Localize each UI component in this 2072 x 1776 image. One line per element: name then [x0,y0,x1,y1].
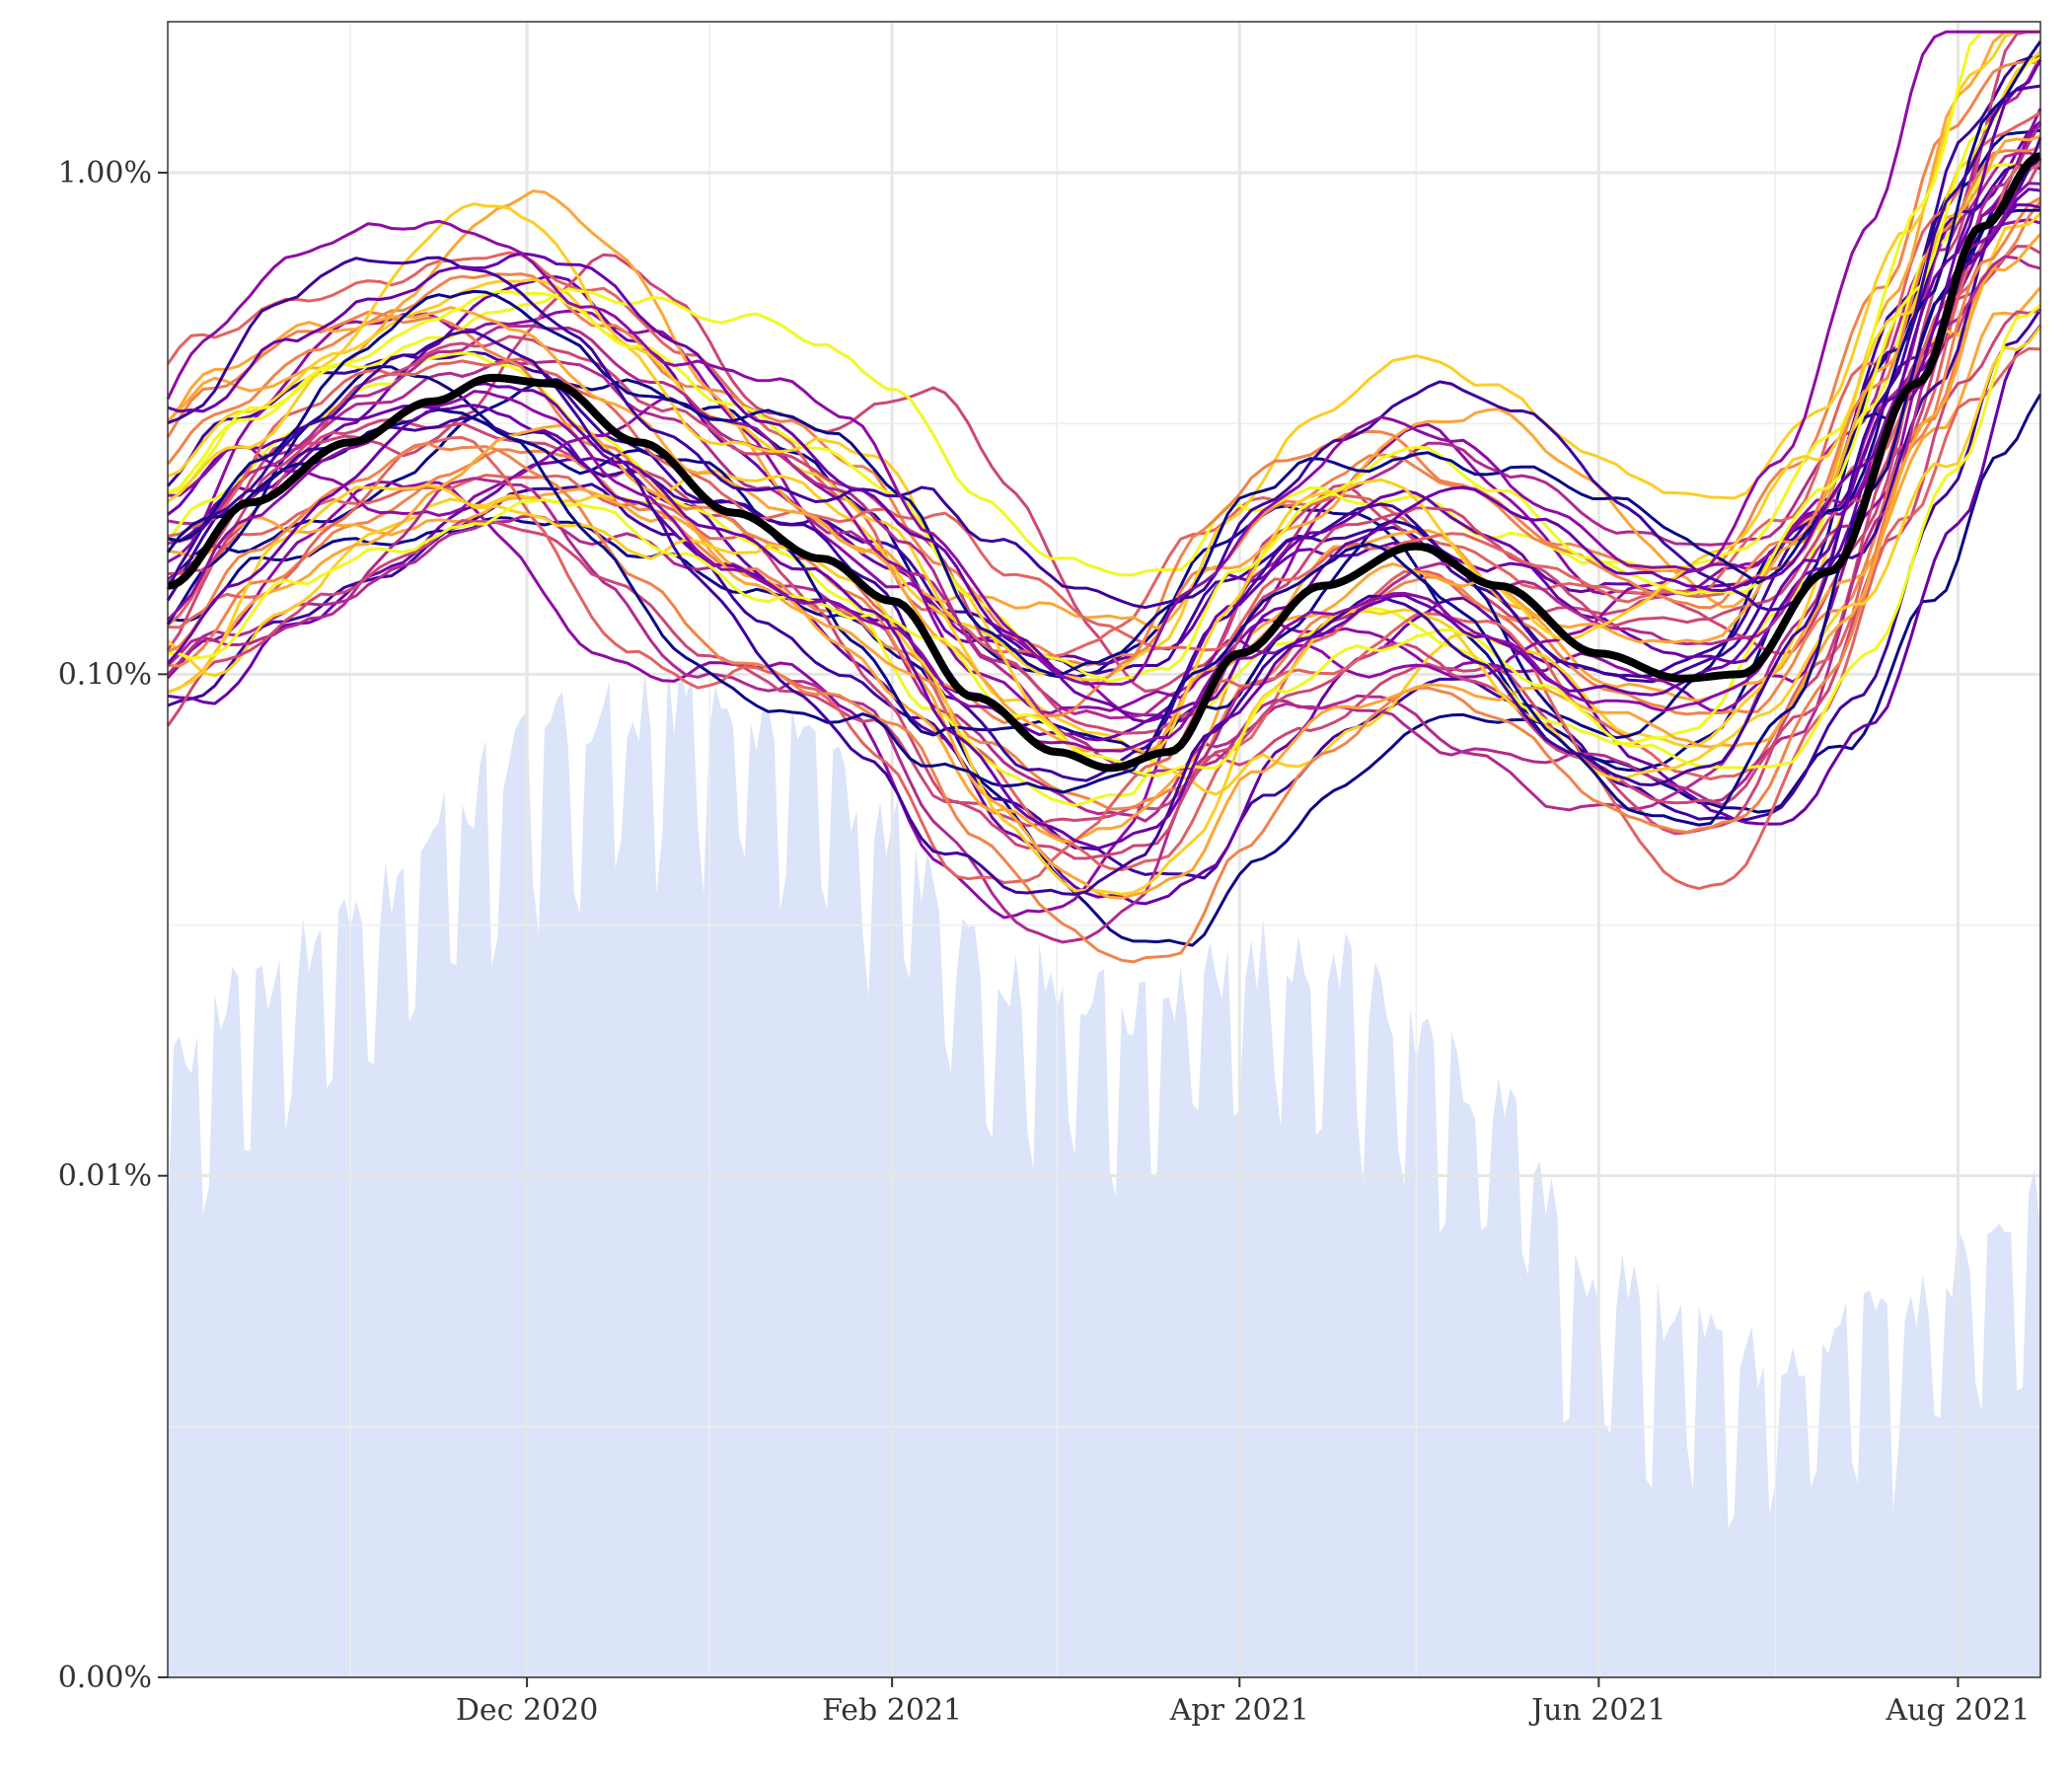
state-line [167,233,2042,900]
state-line [166,30,2040,686]
y-tick-label: 0.01% [58,1159,152,1194]
state-line [166,255,2041,944]
state-line [167,58,2042,723]
state-line [167,196,2041,964]
panel-border [167,21,2041,1678]
y-tick-label: 0.10% [58,657,152,692]
x-tick-label: Apr 2021 [1169,1693,1309,1728]
state-line [166,182,2041,753]
x-tick-label: Dec 2020 [456,1693,599,1728]
state-line [167,163,2041,872]
state-line [167,137,2042,612]
state-line [166,145,2041,724]
state-line [167,187,2041,742]
state-line [167,199,2042,811]
state-line [167,303,2042,777]
state-line [167,120,2041,666]
axes: Dec 2020 Feb 2021 Apr 2021 Jun 2021 Aug 2021… [58,156,2031,1728]
state-line [166,84,2041,896]
state-line [166,30,2040,630]
state-lines [166,30,2042,964]
state-line [167,40,2042,676]
state-line [166,55,2041,684]
state-line [167,346,2041,891]
state-line [167,108,2042,723]
overall-line [167,152,2042,773]
x-tick-label: Jun 2021 [1528,1693,1666,1728]
x-tick-label: Feb 2021 [822,1693,962,1728]
state-line [167,55,2041,683]
state-line [166,208,2041,827]
state-line [166,212,2042,796]
y-tick-label: 1.00% [58,156,152,190]
y-tick-label: 0.00% [58,1661,152,1695]
x-tick-label: Aug 2021 [1885,1693,2030,1728]
state-line [167,55,2042,720]
state-line [167,326,2042,896]
background-area [168,663,2040,1677]
